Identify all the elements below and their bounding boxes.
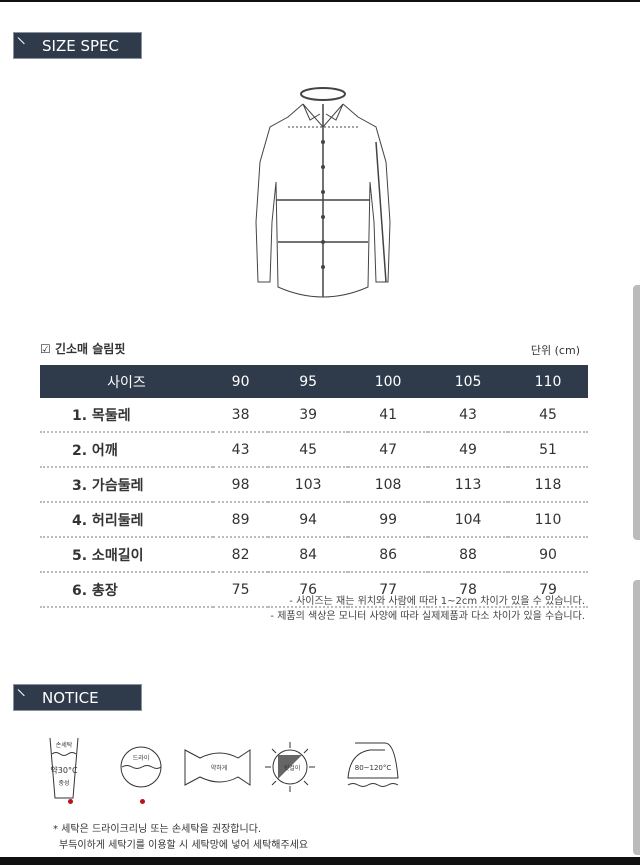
cell-value: 90: [508, 537, 588, 573]
cell-value: 75: [213, 572, 269, 608]
cell-value: 86: [348, 537, 429, 573]
cell-value: 108: [348, 467, 429, 503]
row-label: 2. 어깨: [40, 432, 213, 468]
table-header-row: 사이즈 90 95 100 105 110: [40, 365, 588, 398]
notice-label: NOTICE: [42, 689, 99, 707]
cell-value: 82: [213, 537, 269, 573]
dry-label: 드라이: [133, 754, 150, 762]
cell-value: 104: [428, 502, 509, 538]
cell-value: 88: [428, 537, 509, 573]
header-100: 100: [348, 365, 429, 398]
iron-icon: 80~120°C: [347, 742, 399, 787]
hand-wash-top: 손세탁: [56, 741, 73, 749]
unit-label: 단위 (cm): [530, 344, 580, 357]
cell-value: 103: [268, 467, 349, 503]
sun-label: 뒷걸이: [284, 764, 301, 772]
fit-title: ☑ 긴소매 슬림핏: [40, 340, 125, 357]
row-label: 5. 소매길이: [40, 537, 213, 573]
header-size: 사이즈: [40, 365, 213, 398]
size-spec-label: SIZE SPEC: [42, 37, 119, 55]
notice-header: NOTICE: [13, 684, 142, 711]
size-spec-header: SIZE SPEC: [13, 32, 142, 59]
header-105: 105: [428, 365, 509, 398]
cell-value: 118: [508, 467, 588, 503]
checkbox-pen-icon: ☑: [40, 342, 55, 356]
sun-dry-icon: 뒷걸이: [265, 742, 315, 792]
cell-value: 38: [213, 398, 269, 433]
cell-value: 89: [213, 502, 269, 538]
cell-value: 43: [428, 398, 509, 433]
header-95: 95: [268, 365, 349, 398]
cell-value: 47: [348, 432, 429, 468]
wring-label: 약하게: [211, 764, 228, 772]
care-symbols: 손세탁 약30°C 중성 드라이 약하게 뒷걸이: [49, 737, 315, 799]
dry-clean-icon: 드라이: [120, 746, 162, 788]
table-row: 2. 어깨 43 45 47 49 51: [40, 432, 588, 468]
table-row: 5. 소매길이 82 84 86 88 90: [40, 537, 588, 573]
scrollbar-lower[interactable]: [633, 580, 640, 855]
cell-value: 110: [508, 502, 588, 538]
cell-value: 77: [348, 572, 429, 608]
cell-value: 39: [268, 398, 349, 433]
note-1: - 사이즈는 재는 위치와 사람에 따라 1~2cm 차이가 있을 수 있습니다…: [289, 596, 585, 607]
shirt-diagram: [255, 87, 391, 298]
row-label: 3. 가슴둘레: [40, 467, 213, 503]
wash-note-2: 부득이하게 세탁기를 이용할 시 세탁망에 넣어 세탁해주세요: [59, 840, 309, 851]
wash-note-1: * 세탁은 드라이크리닝 또는 손세탁을 권장합니다.: [53, 824, 262, 835]
table-row: 1. 목둘레 38 39 41 43 45: [40, 398, 588, 433]
cell-value: 51: [508, 432, 588, 468]
cell-value: 41: [348, 398, 429, 433]
gentle-wring-icon: 약하게: [184, 749, 251, 786]
note-2: - 제품의 색상은 모니터 사양에 따라 실제제품과 다소 차이가 있을 수습니…: [270, 611, 585, 622]
recommended-dot: [68, 799, 73, 804]
hand-wash-icon: 손세탁 약30°C 중성: [49, 737, 79, 799]
table-row: 4. 허리둘레 89 94 99 104 110: [40, 502, 588, 538]
cell-value: 45: [268, 432, 349, 468]
bottom-bar: [0, 857, 640, 865]
cell-value: 98: [213, 467, 269, 503]
row-label: 1. 목둘레: [40, 398, 213, 433]
cell-value: 78: [428, 572, 509, 608]
row-label: 4. 허리둘레: [40, 502, 213, 538]
cell-value: 76: [268, 572, 349, 608]
cell-value: 49: [428, 432, 509, 468]
cell-value: 113: [428, 467, 509, 503]
cell-value: 43: [213, 432, 269, 468]
iron-label: 80~120°C: [355, 764, 392, 772]
size-table: 사이즈 90 95 100 105 110 1. 목둘레 38 39 41 43 45 2.…: [40, 365, 588, 608]
cell-value: 45: [508, 398, 588, 433]
cell-value: 79: [508, 572, 588, 608]
fit-title-text: 긴소매 슬림핏: [54, 342, 126, 356]
header-110: 110: [508, 365, 588, 398]
hand-wash-temp: 약30°C: [50, 765, 78, 775]
scrollbar-upper[interactable]: [633, 285, 640, 540]
wash-note: * 세탁은 드라이크리닝 또는 손세탁을 권장합니다. 부득이하게 세탁기를 이…: [53, 822, 308, 854]
cell-value: 94: [268, 502, 349, 538]
header-90: 90: [213, 365, 269, 398]
hand-wash-bottom: 중성: [58, 779, 69, 787]
table-row: 6. 총장 75 76 77 78 79: [40, 572, 588, 608]
table-row: 3. 가슴둘레 98 103 108 113 118: [40, 467, 588, 503]
row-label: 6. 총장: [40, 572, 213, 608]
cell-value: 99: [348, 502, 429, 538]
top-bar: [0, 0, 640, 2]
size-notes: - 사이즈는 재는 위치와 사람에 따라 1~2cm 차이가 있을 수 있습니다…: [270, 594, 585, 624]
recommended-dot: [140, 799, 145, 804]
cell-value: 84: [268, 537, 349, 573]
